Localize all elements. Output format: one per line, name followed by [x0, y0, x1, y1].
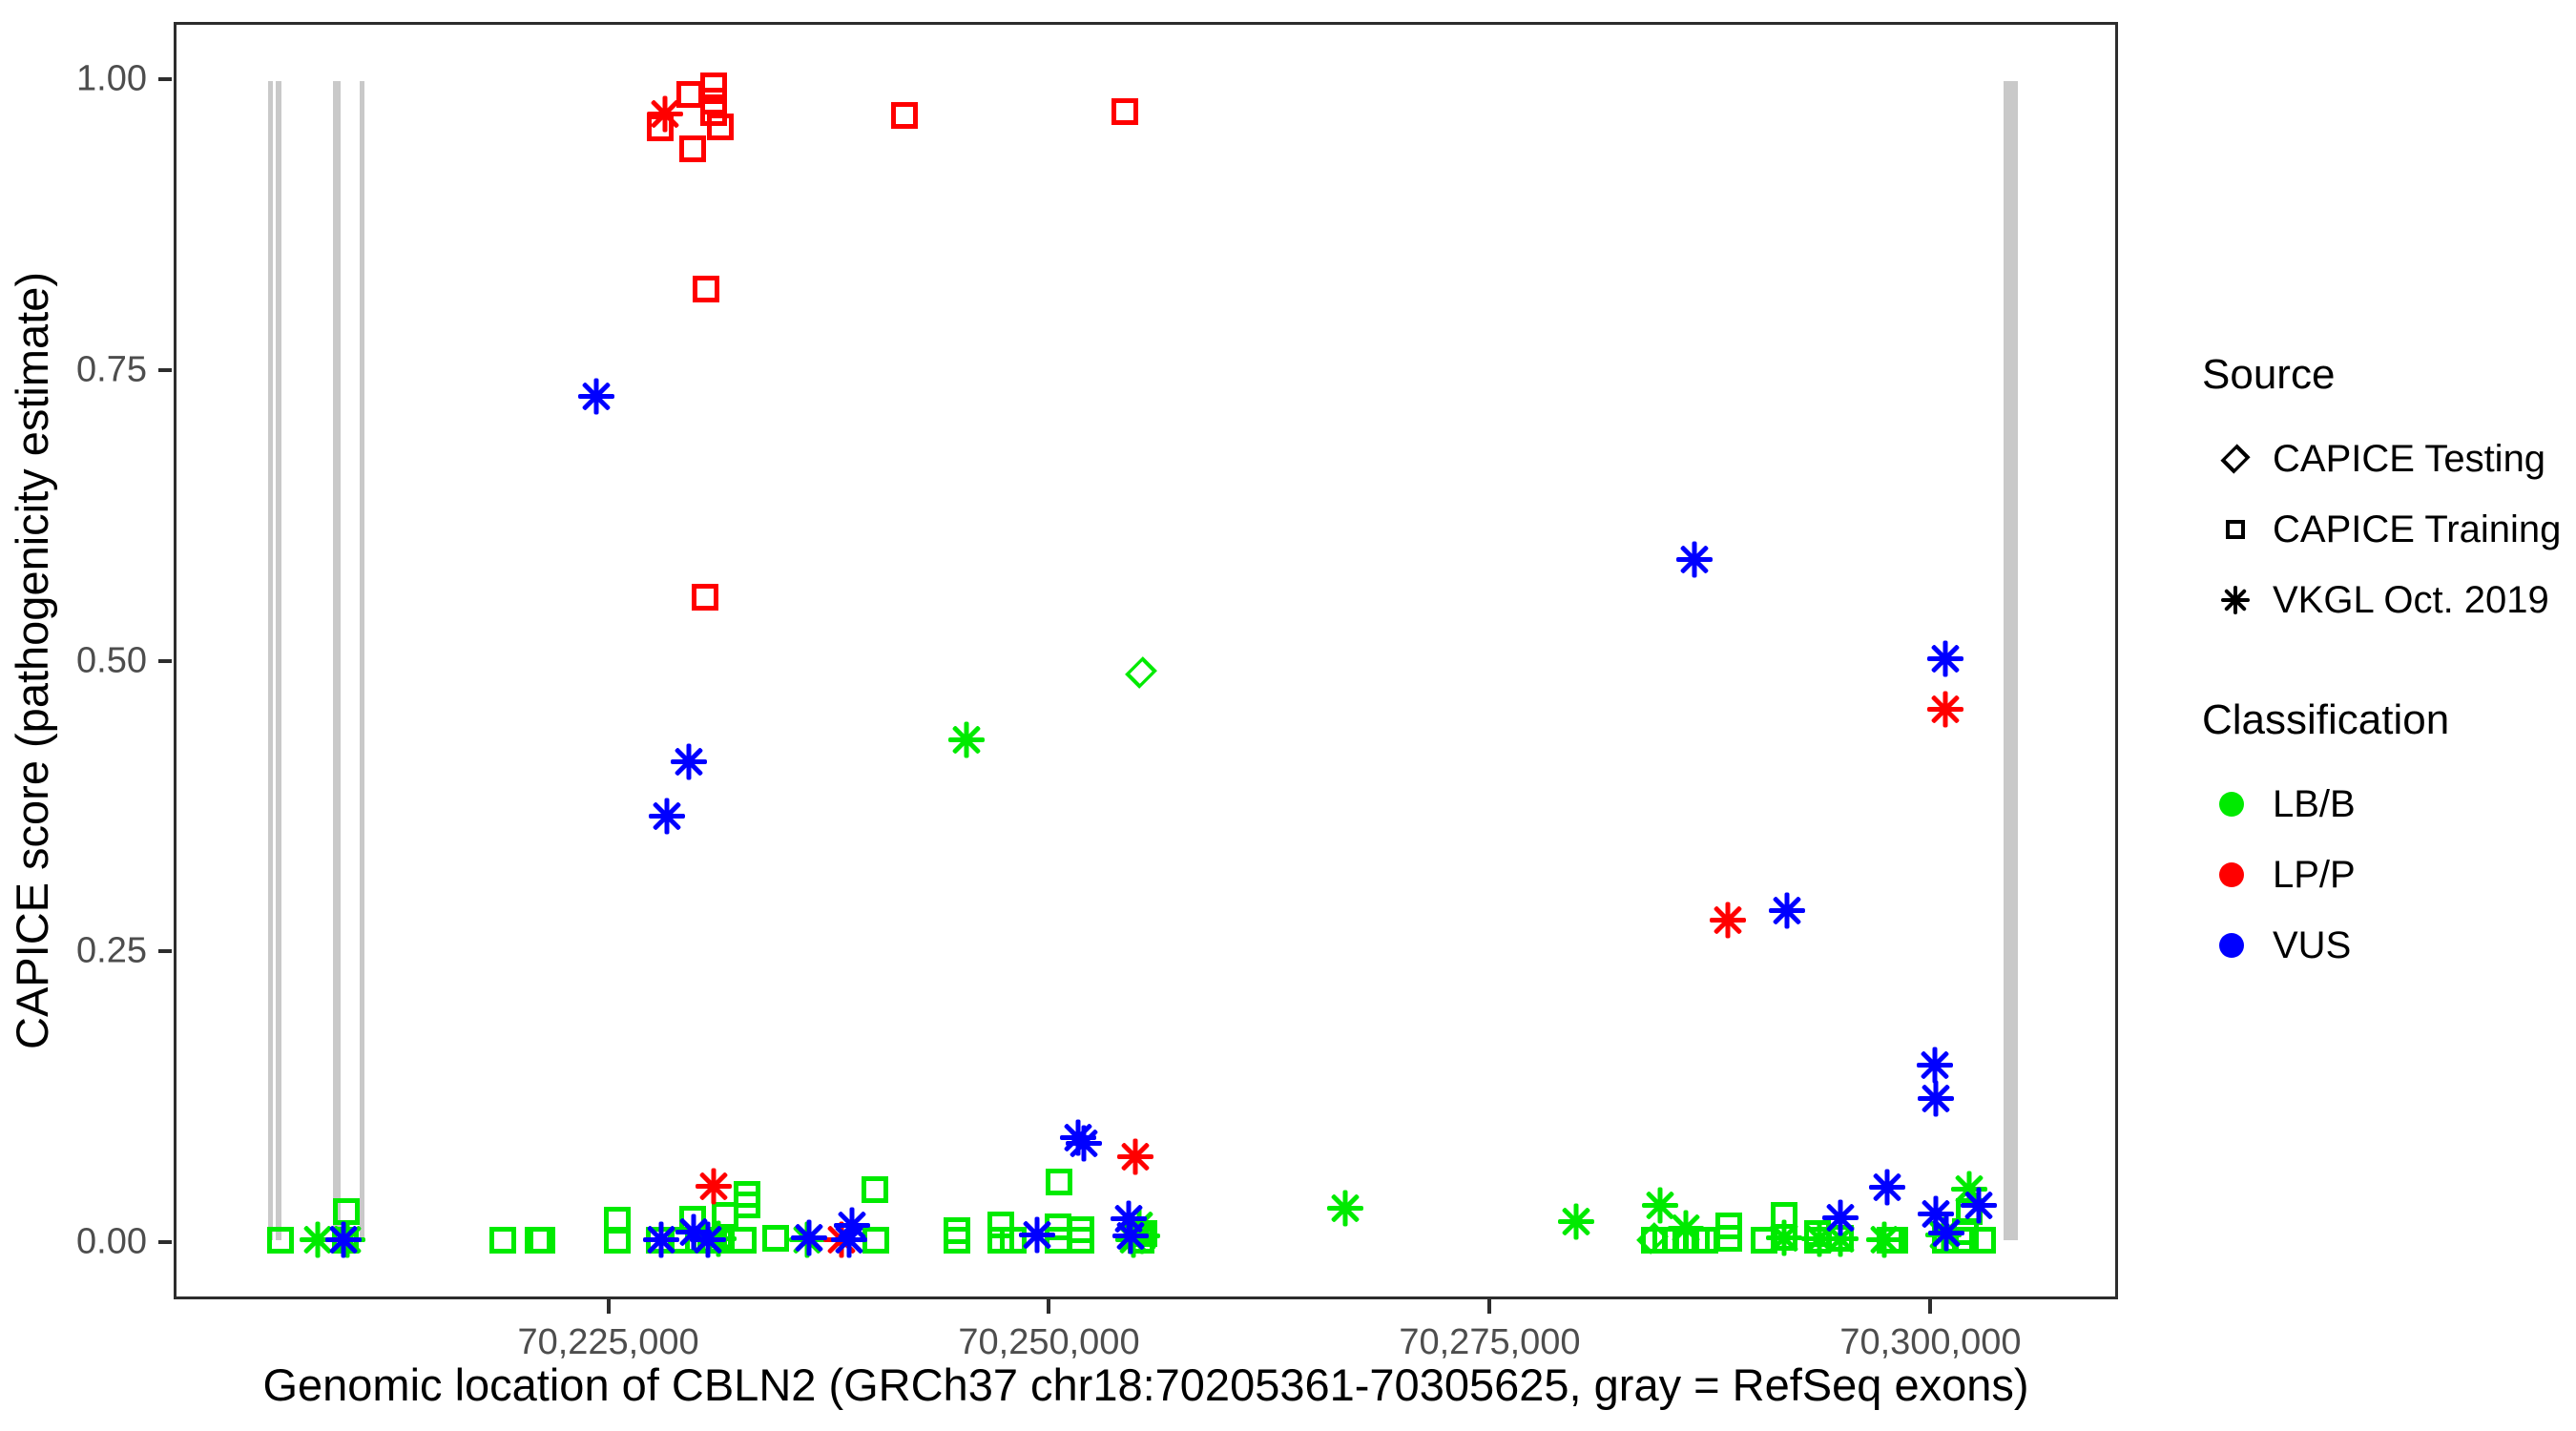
- square-marker-icon: [2202, 494, 2273, 565]
- x-tick-label: 70,225,000: [517, 1322, 699, 1362]
- y-tick-mark: [158, 1240, 172, 1245]
- legend: Source CAPICE Testing CAPICE Training VK…: [2202, 351, 2574, 981]
- legend-item-label: LP/P: [2273, 853, 2356, 896]
- x-tick-label: 70,300,000: [1839, 1322, 2022, 1362]
- y-tick-label: 0.00: [76, 1221, 147, 1262]
- x-tick-mark: [1928, 1299, 1933, 1314]
- x-tick-label: 70,250,000: [958, 1322, 1140, 1362]
- legend-source-title: Source: [2202, 351, 2336, 398]
- x-tick-label: 70,275,000: [1399, 1322, 1581, 1362]
- x-axis: 70,225,000 70,250,000 70,275,000 70,300,000: [174, 1299, 2118, 1395]
- legend-item-label: CAPICE Training: [2273, 508, 2562, 550]
- y-tick-mark: [158, 949, 172, 954]
- plot-panel: [174, 22, 2118, 1299]
- vus-color-dot-icon: [2202, 910, 2273, 981]
- x-tick-mark: [606, 1299, 611, 1314]
- asterisk-marker-icon: [2202, 565, 2273, 635]
- exon-bar: [268, 81, 273, 1240]
- y-tick-label: 1.00: [76, 58, 147, 99]
- legend-item-label: VKGL Oct. 2019: [2273, 578, 2549, 621]
- y-tick-mark: [158, 658, 172, 663]
- legend-item-vus: VUS: [2202, 910, 2574, 981]
- legend-classification-title: Classification: [2202, 696, 2450, 743]
- legend-item-lbb: LB/B: [2202, 769, 2574, 840]
- legend-item-capice-training: CAPICE Training: [2202, 494, 2574, 565]
- x-tick-mark: [1487, 1299, 1492, 1314]
- lpp-color-dot-icon: [2202, 840, 2273, 910]
- exon-bar: [275, 81, 281, 1240]
- legend-item-vkgl: VKGL Oct. 2019: [2202, 565, 2574, 635]
- exon-bar: [2004, 81, 2018, 1240]
- legend-item-label: LB/B: [2273, 782, 2356, 825]
- legend-item-capice-testing: CAPICE Testing: [2202, 424, 2574, 494]
- legend-item-label: VUS: [2273, 923, 2352, 966]
- y-tick-label: 0.50: [76, 640, 147, 680]
- legend-item-label: CAPICE Testing: [2273, 437, 2546, 480]
- x-tick-mark: [1047, 1299, 1051, 1314]
- diamond-marker-icon: [2202, 424, 2273, 494]
- y-tick-mark: [158, 76, 172, 81]
- exon-bar: [332, 81, 341, 1240]
- y-axis: 1.00 0.75 0.50 0.25 0.00: [0, 22, 172, 1299]
- lbb-color-dot-icon: [2202, 769, 2273, 840]
- legend-item-lpp: LP/P: [2202, 840, 2574, 910]
- y-tick-label: 0.75: [76, 349, 147, 390]
- y-tick-label: 0.25: [76, 930, 147, 971]
- y-tick-mark: [158, 367, 172, 372]
- exon-bar: [360, 81, 364, 1240]
- x-axis-title: Genomic location of CBLN2 (GRCh37 chr18:…: [262, 1359, 2029, 1410]
